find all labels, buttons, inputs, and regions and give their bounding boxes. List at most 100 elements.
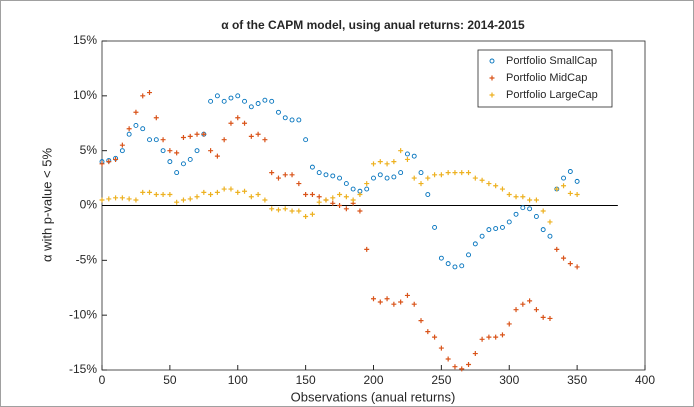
point — [343, 194, 349, 200]
point — [506, 321, 512, 327]
point — [533, 307, 539, 313]
point — [255, 131, 261, 137]
point — [479, 233, 485, 239]
point — [282, 172, 288, 178]
point — [520, 194, 526, 200]
point — [309, 192, 315, 198]
point — [567, 261, 573, 267]
point — [350, 197, 356, 203]
point — [411, 153, 417, 159]
point — [167, 192, 173, 198]
point — [330, 195, 336, 201]
point — [133, 197, 139, 203]
point — [398, 170, 404, 176]
point — [574, 178, 580, 184]
point — [147, 189, 153, 195]
point — [432, 334, 438, 340]
point — [520, 205, 526, 211]
legend-label: Portfolio MidCap — [506, 72, 587, 84]
point — [438, 345, 444, 351]
point — [296, 208, 302, 214]
point — [384, 175, 390, 181]
point — [479, 336, 485, 342]
point — [337, 175, 343, 181]
point — [445, 170, 451, 176]
point — [561, 175, 566, 181]
point — [323, 197, 329, 203]
point — [214, 153, 220, 159]
point — [180, 197, 186, 203]
x-tick-label: 50 — [163, 373, 177, 387]
point — [506, 192, 512, 198]
point — [337, 192, 343, 198]
point — [479, 177, 485, 183]
y-tick-label: -5% — [76, 253, 98, 267]
point — [242, 98, 247, 104]
point — [343, 206, 349, 212]
point — [547, 219, 553, 225]
point — [398, 299, 404, 305]
point — [214, 189, 220, 195]
point — [513, 307, 519, 313]
point — [269, 98, 275, 104]
point — [262, 97, 268, 103]
point — [262, 197, 268, 203]
point — [554, 186, 560, 192]
point — [371, 175, 376, 181]
point — [364, 186, 370, 192]
point — [527, 298, 533, 304]
point — [160, 148, 166, 154]
point — [404, 156, 410, 162]
point — [438, 172, 444, 178]
legend-marker — [489, 75, 495, 81]
point — [174, 150, 180, 156]
point — [133, 109, 139, 115]
point — [316, 199, 322, 205]
point — [398, 148, 404, 154]
point — [404, 292, 410, 298]
point — [99, 161, 105, 167]
point — [201, 189, 207, 195]
point — [561, 183, 567, 189]
point — [221, 98, 227, 104]
point — [540, 208, 546, 214]
point — [459, 366, 465, 372]
point — [255, 101, 261, 106]
point — [99, 197, 105, 203]
point — [133, 122, 139, 128]
point — [411, 175, 417, 181]
point — [275, 175, 281, 181]
point — [221, 137, 227, 143]
y-tick-label: 10% — [73, 88, 97, 102]
point — [418, 170, 424, 176]
point — [425, 192, 431, 197]
point — [459, 263, 465, 269]
legend-box — [477, 49, 613, 108]
point — [309, 164, 315, 170]
point — [377, 172, 383, 178]
point — [309, 211, 315, 217]
x-tick-label: 250 — [431, 373, 451, 387]
point — [391, 159, 397, 165]
x-tick-label: 0 — [99, 373, 106, 387]
x-axis-label: Observations (anual returns) — [291, 389, 456, 404]
point — [126, 126, 132, 132]
point — [499, 332, 505, 338]
point — [235, 93, 241, 99]
point — [187, 133, 193, 139]
y-tick-label: 15% — [73, 33, 97, 47]
point — [438, 255, 444, 261]
point — [248, 133, 254, 139]
point — [540, 227, 546, 233]
point — [153, 137, 159, 143]
point — [119, 148, 125, 154]
point — [554, 246, 560, 252]
legend-label: Portfolio SmallCap — [506, 55, 597, 67]
point — [432, 172, 438, 178]
point — [160, 137, 166, 143]
point — [567, 169, 573, 174]
point — [377, 159, 383, 165]
point — [106, 196, 112, 202]
point — [371, 296, 376, 302]
